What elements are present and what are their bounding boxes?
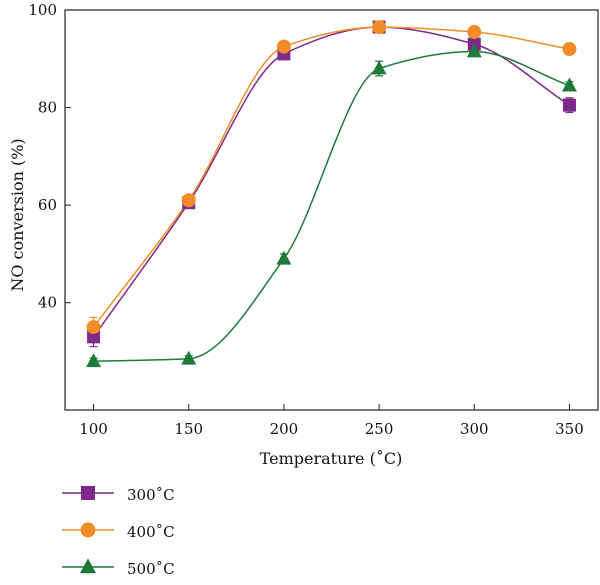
- x-tick-label: 150: [174, 420, 203, 438]
- error-bars: [89, 22, 574, 365]
- x-tick-label: 250: [365, 420, 394, 438]
- data-point-triangle: [561, 77, 577, 92]
- data-point-circle: [86, 320, 101, 335]
- legend-label-400: 400˚C: [127, 523, 175, 541]
- series-curves: [92, 26, 570, 362]
- x-tick-label: 300: [460, 420, 489, 438]
- data-point-triangle: [466, 43, 482, 58]
- data-point-circle: [562, 42, 577, 57]
- x-tick-label: 350: [555, 420, 584, 438]
- series-curve-2: [93, 50, 570, 362]
- legend: 300˚C 400˚C 500˚C: [62, 486, 175, 578]
- x-tick-label: 100: [79, 420, 108, 438]
- y-tick-label: 80: [38, 99, 57, 117]
- plot-frame: [64, 9, 599, 411]
- y-tick-label: 60: [38, 196, 57, 214]
- data-point-circle: [467, 24, 482, 39]
- y-tick-label: 40: [38, 294, 57, 312]
- data-markers: [86, 20, 577, 368]
- data-point-circle: [372, 20, 387, 35]
- data-point-square: [562, 98, 576, 112]
- tick-labels: 100 150 200 250 300 350 40 60 80 100: [28, 1, 583, 438]
- axes: [64, 9, 599, 411]
- data-point-triangle: [86, 353, 102, 368]
- series-curve-1: [92, 26, 570, 328]
- data-point-triangle: [371, 60, 387, 75]
- legend-label-300: 300˚C: [127, 486, 175, 504]
- data-point-circle: [181, 193, 196, 208]
- data-point-square: [87, 330, 101, 344]
- data-point-triangle: [181, 350, 197, 365]
- x-axis-label: Temperature (˚C): [260, 449, 403, 468]
- data-point-circle: [276, 39, 291, 54]
- series-curve-0: [92, 26, 570, 338]
- legend-marker-square: [81, 486, 95, 500]
- y-axis-label: NO conversion (%): [8, 138, 27, 291]
- legend-marker-triangle: [79, 558, 97, 574]
- legend-marker-circle: [80, 522, 96, 538]
- legend-label-500: 500˚C: [127, 560, 175, 578]
- x-tick-label: 200: [270, 420, 299, 438]
- data-point-triangle: [276, 250, 292, 265]
- y-tick-label: 100: [28, 1, 57, 19]
